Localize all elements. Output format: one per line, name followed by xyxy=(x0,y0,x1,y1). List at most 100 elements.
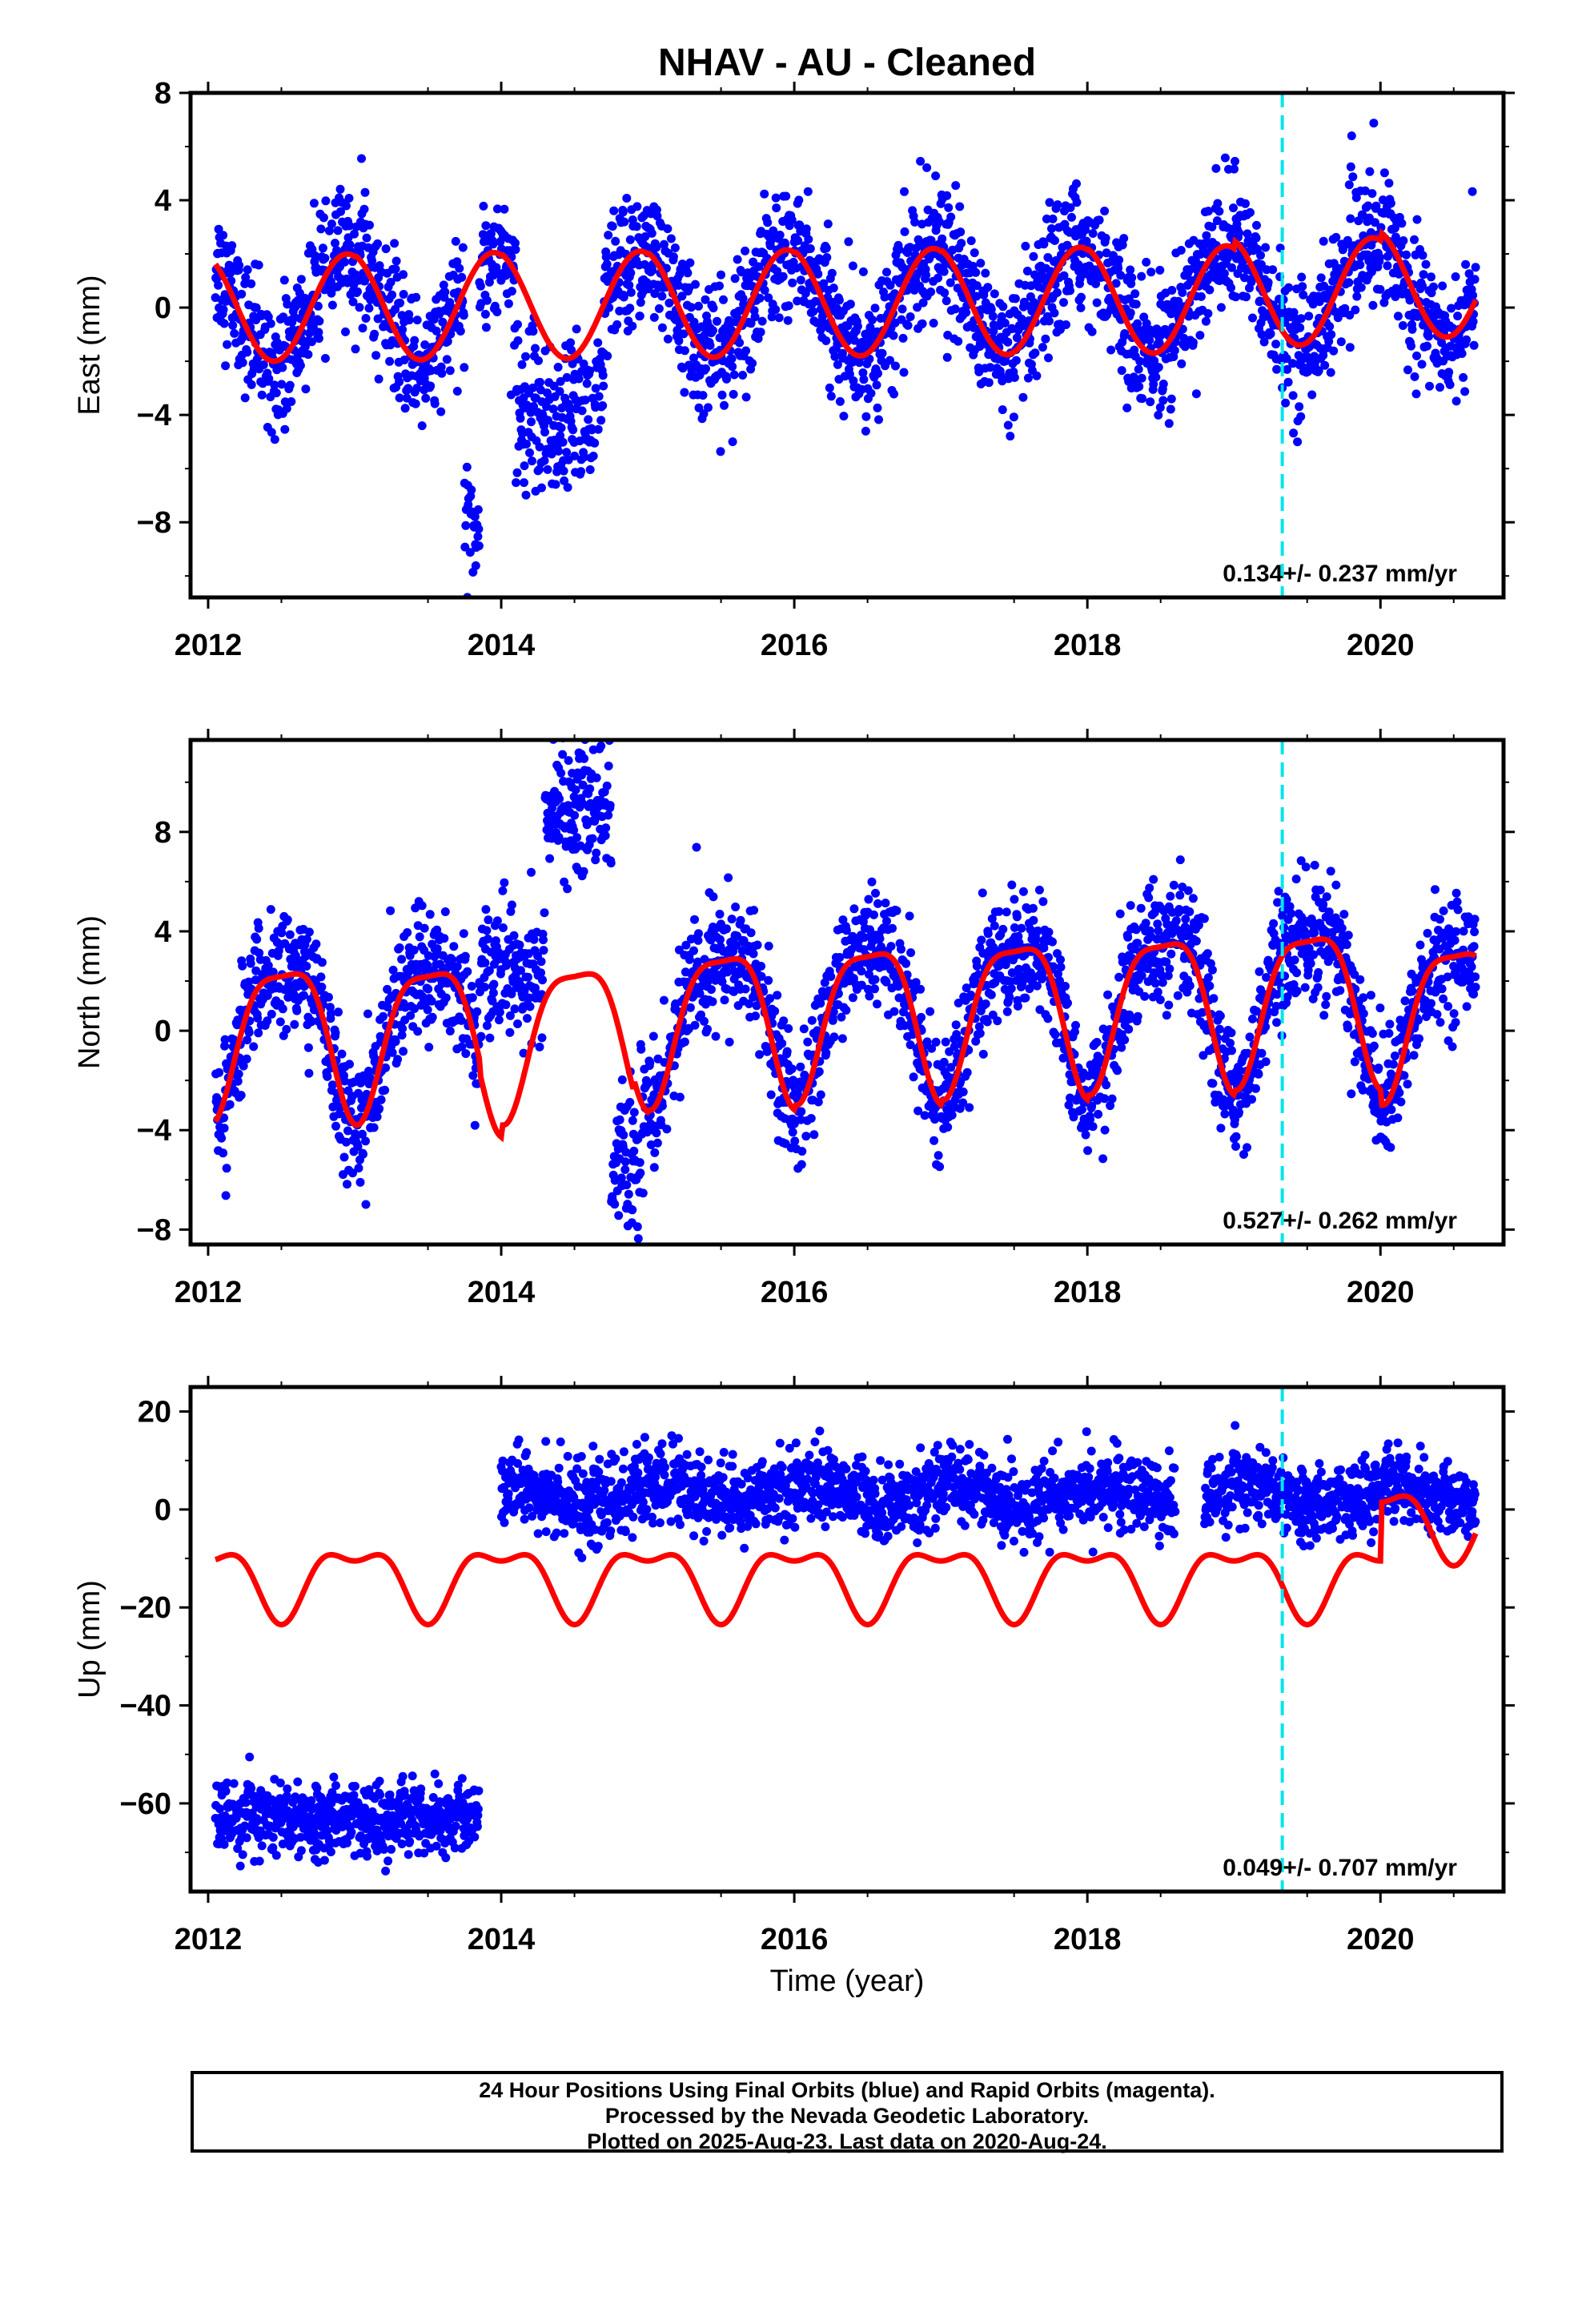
data-point xyxy=(540,456,549,465)
data-point xyxy=(1014,938,1024,947)
data-point xyxy=(1055,976,1064,986)
data-point xyxy=(535,464,544,474)
data-point xyxy=(900,227,909,236)
data-point xyxy=(755,293,765,303)
data-point xyxy=(1106,1101,1115,1111)
data-point xyxy=(813,1097,823,1107)
data-point xyxy=(939,267,949,276)
data-point xyxy=(585,784,595,794)
data-point xyxy=(299,982,309,991)
data-point xyxy=(983,929,993,939)
data-point xyxy=(527,417,536,427)
data-point xyxy=(626,268,636,278)
data-point xyxy=(888,923,897,933)
data-point xyxy=(465,548,475,557)
data-point xyxy=(568,425,578,435)
data-point xyxy=(1007,880,1017,890)
data-point xyxy=(998,405,1007,415)
data-point xyxy=(628,1116,637,1125)
data-point xyxy=(1101,233,1110,243)
x-tick-label: 2020 xyxy=(1347,629,1415,662)
data-point xyxy=(1045,316,1054,326)
data-point xyxy=(867,877,877,887)
data-point xyxy=(849,904,859,914)
data-point xyxy=(927,1043,937,1053)
data-point xyxy=(1319,236,1328,246)
data-point xyxy=(889,389,898,399)
data-point xyxy=(1062,320,1070,329)
data-point xyxy=(825,383,834,392)
data-point xyxy=(267,1009,276,1019)
data-point xyxy=(1123,932,1133,942)
data-point xyxy=(1033,926,1042,935)
data-point xyxy=(1419,270,1428,279)
data-point xyxy=(1059,298,1068,308)
data-point xyxy=(998,302,1008,312)
data-point xyxy=(551,480,560,489)
data-point xyxy=(242,1054,251,1063)
data-point xyxy=(285,930,295,939)
data-point xyxy=(588,834,597,843)
data-point xyxy=(1043,1014,1053,1023)
data-point xyxy=(748,359,757,368)
data-point xyxy=(920,1111,930,1120)
data-point xyxy=(317,983,327,991)
data-point xyxy=(215,1068,224,1077)
data-point xyxy=(1242,292,1251,302)
data-point xyxy=(449,942,459,951)
data-point xyxy=(247,380,256,389)
data-point xyxy=(251,303,261,312)
data-point xyxy=(746,319,756,328)
data-point xyxy=(1407,341,1415,351)
data-point xyxy=(510,1004,520,1014)
data-point xyxy=(940,288,950,298)
data-point xyxy=(866,388,876,398)
data-point xyxy=(562,448,572,457)
data-point xyxy=(1469,340,1479,350)
data-point xyxy=(865,991,874,1001)
data-point xyxy=(326,1009,335,1019)
data-point xyxy=(880,292,889,302)
data-point xyxy=(838,915,848,925)
data-point xyxy=(1155,995,1165,1004)
data-point xyxy=(1115,909,1125,919)
data-point xyxy=(303,1043,313,1052)
data-point xyxy=(741,246,750,255)
data-point xyxy=(353,287,362,296)
data-point xyxy=(1346,162,1355,171)
data-point xyxy=(813,269,823,279)
data-point xyxy=(544,416,552,425)
data-point xyxy=(736,915,745,925)
data-point xyxy=(361,1136,370,1146)
data-point xyxy=(376,1095,386,1104)
data-point xyxy=(348,1168,357,1178)
data-point xyxy=(987,914,997,923)
data-point xyxy=(555,794,564,803)
data-point xyxy=(512,478,520,488)
data-point xyxy=(576,467,586,476)
data-point xyxy=(1155,403,1165,412)
data-point xyxy=(670,243,680,252)
data-point xyxy=(1182,987,1192,997)
data-points xyxy=(211,119,1480,597)
data-point xyxy=(257,390,267,400)
data-point xyxy=(829,1007,838,1016)
data-point xyxy=(773,991,782,1000)
data-point xyxy=(534,356,543,365)
data-point xyxy=(809,1130,819,1140)
chart-title: NHAV - AU - Cleaned xyxy=(658,42,1036,84)
data-point xyxy=(1145,883,1154,893)
data-point xyxy=(674,336,684,346)
data-point xyxy=(1169,880,1178,890)
data-point xyxy=(816,1090,825,1100)
data-point xyxy=(1000,318,1010,328)
data-point xyxy=(519,1048,528,1058)
data-point xyxy=(1102,1080,1111,1090)
data-point xyxy=(1326,368,1335,377)
data-point xyxy=(1007,968,1017,978)
data-point xyxy=(604,810,613,820)
data-point xyxy=(1180,342,1190,352)
data-point xyxy=(738,371,748,380)
data-point xyxy=(1238,258,1247,267)
data-point xyxy=(1384,179,1394,188)
